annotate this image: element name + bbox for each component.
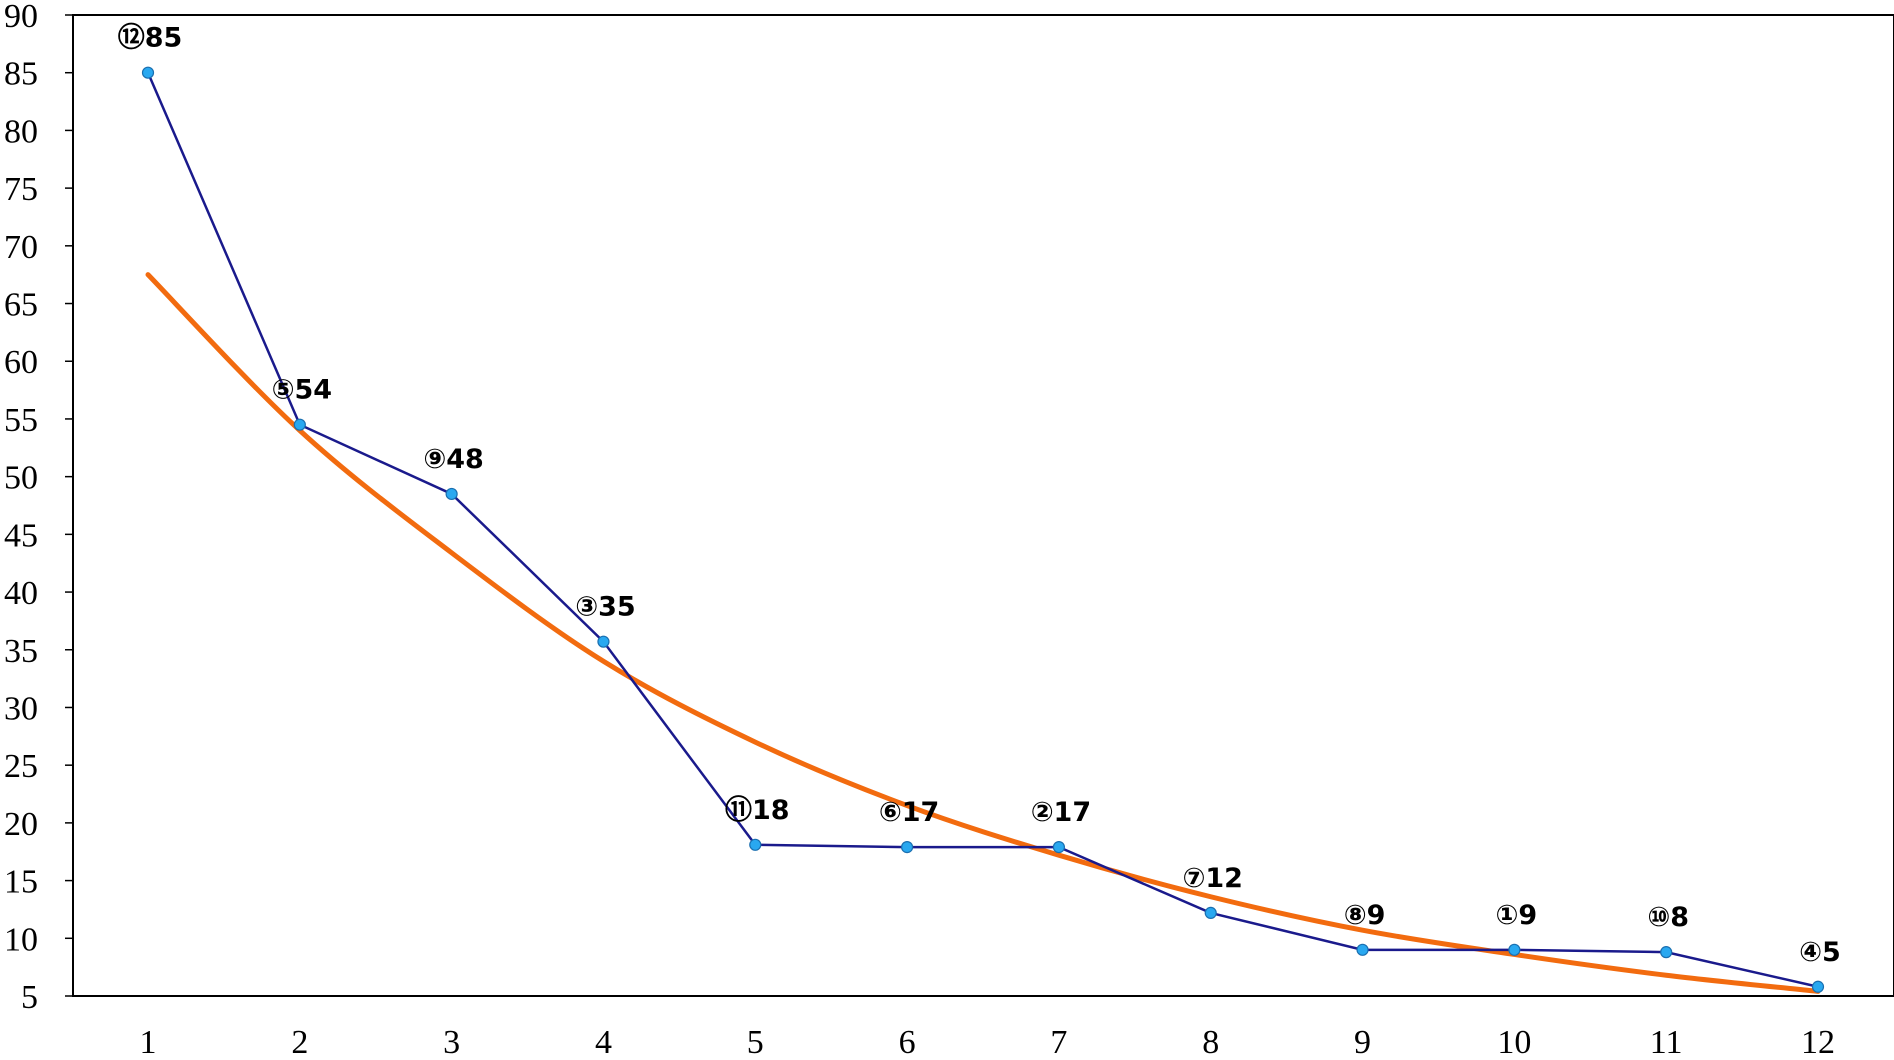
- y-tick-label: 25: [4, 748, 38, 785]
- x-tick-label: 10: [1497, 1024, 1531, 1060]
- y-tick-label: 35: [4, 633, 38, 670]
- x-tick-label: 9: [1354, 1024, 1371, 1060]
- x-tick-label: 7: [1050, 1024, 1067, 1060]
- data-label: ⑩8: [1647, 902, 1689, 933]
- data-label: ⑥17: [879, 797, 939, 828]
- x-tick-label: 4: [595, 1024, 612, 1060]
- data-point: [141, 66, 155, 79]
- y-tick-label: 30: [4, 690, 38, 727]
- y-tick-label: 65: [4, 287, 38, 324]
- data-point: [597, 635, 610, 648]
- trendline: [145, 272, 1821, 994]
- data-label: ⑧9: [1344, 900, 1386, 931]
- y-tick-label: 80: [4, 113, 38, 150]
- x-tick-label: 8: [1202, 1024, 1219, 1060]
- x-tick-label: 1: [140, 1024, 157, 1060]
- y-tick-label: 15: [4, 864, 38, 901]
- plot-area: [72, 14, 1894, 997]
- y-tick-label: 70: [4, 229, 38, 266]
- data-label: ③35: [575, 592, 635, 623]
- data-label: ⑫85: [118, 22, 183, 54]
- data-label: ②17: [1031, 797, 1091, 828]
- data-label: ①9: [1496, 900, 1538, 931]
- y-tick-label: 50: [4, 460, 38, 497]
- y-tick-label: 85: [4, 56, 38, 93]
- data-label: ⑨48: [423, 444, 483, 475]
- y-tick-label: 10: [4, 921, 38, 958]
- data-point: [293, 418, 306, 431]
- x-tick-label: 2: [291, 1024, 308, 1060]
- y-tick-label: 5: [21, 979, 38, 1016]
- data-point: [445, 487, 458, 501]
- point-labels: ⑫85 ⑤54 ⑨48 ③35 ⑪18 ⑥17 ②17 ⑦12 ⑧9 ①9 ⑩8 ④5: [118, 22, 1841, 968]
- x-tick-label: 3: [443, 1024, 460, 1060]
- data-label: ⑪18: [725, 794, 790, 826]
- data-series: [141, 66, 1825, 993]
- x-axis: 1 2 3 4 5 6 7 8 9 10 11 12: [140, 1024, 1836, 1060]
- data-label: ④5: [1799, 937, 1841, 968]
- x-tick-label: 5: [747, 1024, 764, 1060]
- y-tick-label: 20: [4, 806, 38, 843]
- y-tick-label: 90: [4, 0, 38, 35]
- trendline-curve: [145, 272, 1821, 994]
- y-tick-label: 45: [4, 517, 38, 554]
- data-point: [1052, 841, 1066, 854]
- x-tick-label: 12: [1801, 1024, 1835, 1060]
- y-tick-label: 60: [4, 344, 38, 381]
- data-label: ⑦12: [1183, 863, 1243, 894]
- series-line: [146, 72, 1819, 988]
- data-point: [1508, 943, 1521, 956]
- data-point: [749, 838, 762, 851]
- data-point: [1660, 946, 1673, 959]
- data-point: [1204, 906, 1217, 920]
- y-tick-label: 40: [4, 575, 38, 612]
- data-point: [1356, 943, 1369, 956]
- y-tick-label: 55: [4, 402, 38, 439]
- y-tick-label: 75: [4, 171, 38, 208]
- data-point: [1811, 980, 1825, 993]
- data-point: [900, 841, 914, 854]
- x-tick-label: 6: [899, 1024, 916, 1060]
- x-tick-label: 11: [1650, 1024, 1683, 1060]
- data-label: ⑤54: [272, 375, 332, 406]
- y-axis: 5 10 15 20 25 30 35 40 45 50 55 60 65 70 75 80 85 90: [4, 0, 73, 1016]
